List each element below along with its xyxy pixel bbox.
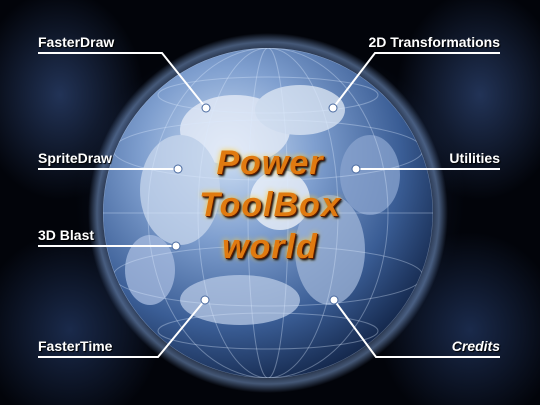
title-line-toolbox: ToolBox	[199, 186, 341, 224]
title-line-world: world	[222, 228, 318, 266]
title-line-power: Power	[216, 144, 324, 182]
menu-fastertime[interactable]: FasterTime	[38, 338, 113, 354]
menu-credits[interactable]: Credits	[451, 338, 500, 354]
menu-spritedraw[interactable]: SpriteDraw	[38, 150, 112, 166]
menu-2d-transformations[interactable]: 2D Transformations	[368, 34, 500, 50]
app-title: Power ToolBox world	[170, 142, 370, 268]
menu-3d-blast[interactable]: 3D Blast	[38, 227, 95, 243]
menu-fasterdraw[interactable]: FasterDraw	[38, 34, 115, 50]
menu-utilities[interactable]: Utilities	[449, 150, 500, 166]
